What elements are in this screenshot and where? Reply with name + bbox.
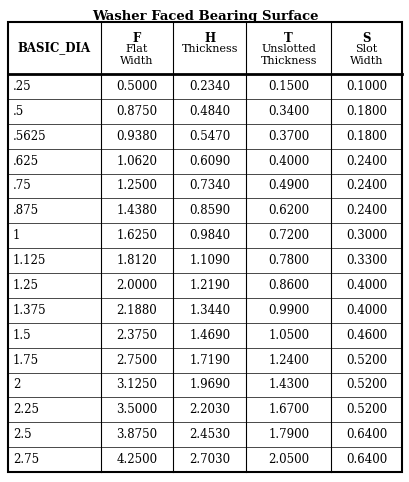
- Text: 0.5200: 0.5200: [345, 378, 386, 391]
- Text: 0.6090: 0.6090: [189, 155, 230, 168]
- Text: 0.3300: 0.3300: [345, 254, 386, 267]
- Text: 0.7800: 0.7800: [267, 254, 308, 267]
- Text: 0.3000: 0.3000: [345, 229, 386, 242]
- Text: .5625: .5625: [13, 130, 47, 143]
- Text: 1.2400: 1.2400: [267, 354, 308, 367]
- Text: 2.25: 2.25: [13, 403, 39, 416]
- Text: 0.2340: 0.2340: [189, 80, 230, 93]
- Text: 0.9840: 0.9840: [189, 229, 230, 242]
- Text: .625: .625: [13, 155, 39, 168]
- Text: 0.3400: 0.3400: [267, 105, 309, 118]
- Text: 1.4690: 1.4690: [189, 329, 230, 342]
- Text: 0.9900: 0.9900: [267, 304, 309, 317]
- Text: 0.4600: 0.4600: [345, 329, 386, 342]
- Text: 0.8590: 0.8590: [189, 204, 230, 217]
- Text: 0.2400: 0.2400: [345, 179, 386, 192]
- Text: .75: .75: [13, 179, 31, 192]
- Text: 0.6400: 0.6400: [345, 428, 386, 441]
- Text: .5: .5: [13, 105, 24, 118]
- Text: 1.2190: 1.2190: [189, 279, 230, 292]
- Text: 1.6250: 1.6250: [116, 229, 157, 242]
- Text: 0.7340: 0.7340: [189, 179, 230, 192]
- Text: 0.1000: 0.1000: [345, 80, 386, 93]
- Text: 0.4000: 0.4000: [345, 279, 386, 292]
- Text: 2.7030: 2.7030: [189, 453, 230, 466]
- Text: 0.1800: 0.1800: [345, 130, 386, 143]
- Text: 3.1250: 3.1250: [116, 378, 157, 391]
- Text: 0.4000: 0.4000: [267, 155, 309, 168]
- Text: 1.25: 1.25: [13, 279, 39, 292]
- Text: 0.4840: 0.4840: [189, 105, 230, 118]
- Text: 1.2500: 1.2500: [116, 179, 157, 192]
- Text: 0.9380: 0.9380: [116, 130, 157, 143]
- Text: .25: .25: [13, 80, 31, 93]
- Text: H: H: [204, 32, 215, 45]
- Text: 0.5470: 0.5470: [189, 130, 230, 143]
- Text: 2.75: 2.75: [13, 453, 39, 466]
- Text: 2.1880: 2.1880: [117, 304, 157, 317]
- Text: 2.4530: 2.4530: [189, 428, 230, 441]
- Text: .875: .875: [13, 204, 39, 217]
- Text: 1.4380: 1.4380: [116, 204, 157, 217]
- Text: 2: 2: [13, 378, 20, 391]
- Text: 0.1500: 0.1500: [267, 80, 308, 93]
- Text: 0.8600: 0.8600: [267, 279, 308, 292]
- Text: 3.5000: 3.5000: [116, 403, 157, 416]
- Text: 0.5200: 0.5200: [345, 354, 386, 367]
- Text: 2.0500: 2.0500: [267, 453, 308, 466]
- Text: 0.5000: 0.5000: [116, 80, 157, 93]
- Text: 0.4900: 0.4900: [267, 179, 309, 192]
- Text: 0.7200: 0.7200: [267, 229, 308, 242]
- Text: 1.9690: 1.9690: [189, 378, 230, 391]
- Text: 2.3750: 2.3750: [116, 329, 157, 342]
- Text: 0.3700: 0.3700: [267, 130, 309, 143]
- Text: Thickness: Thickness: [181, 44, 238, 54]
- Text: 1.4300: 1.4300: [267, 378, 308, 391]
- Text: 1.8120: 1.8120: [117, 254, 157, 267]
- Text: 0.8750: 0.8750: [116, 105, 157, 118]
- Text: 1.7900: 1.7900: [267, 428, 308, 441]
- Text: 3.8750: 3.8750: [116, 428, 157, 441]
- Text: 2.7500: 2.7500: [116, 354, 157, 367]
- Text: 2.5: 2.5: [13, 428, 31, 441]
- Text: 1.375: 1.375: [13, 304, 47, 317]
- Text: 0.4000: 0.4000: [345, 304, 386, 317]
- Text: 1.0500: 1.0500: [267, 329, 308, 342]
- Text: 1.0620: 1.0620: [116, 155, 157, 168]
- Text: 0.1800: 0.1800: [345, 105, 386, 118]
- Text: 1.125: 1.125: [13, 254, 46, 267]
- Text: 1: 1: [13, 229, 20, 242]
- Text: 1.75: 1.75: [13, 354, 39, 367]
- Text: Unslotted
Thickness: Unslotted Thickness: [260, 44, 316, 67]
- Text: 1.7190: 1.7190: [189, 354, 230, 367]
- Text: 2.2030: 2.2030: [189, 403, 230, 416]
- Text: 0.2400: 0.2400: [345, 155, 386, 168]
- Text: 1.3440: 1.3440: [189, 304, 230, 317]
- Text: Slot
Width: Slot Width: [349, 44, 382, 67]
- Text: Flat
Width: Flat Width: [120, 44, 153, 67]
- Text: BASIC_DIA: BASIC_DIA: [18, 41, 91, 54]
- Text: 1.6700: 1.6700: [267, 403, 308, 416]
- Text: F: F: [133, 32, 141, 45]
- Text: 1.1090: 1.1090: [189, 254, 230, 267]
- Text: 2.0000: 2.0000: [116, 279, 157, 292]
- Text: 0.5200: 0.5200: [345, 403, 386, 416]
- Text: S: S: [362, 32, 370, 45]
- Text: T: T: [284, 32, 292, 45]
- Text: 1.5: 1.5: [13, 329, 31, 342]
- Text: 0.6400: 0.6400: [345, 453, 386, 466]
- Text: 4.2500: 4.2500: [116, 453, 157, 466]
- Text: 0.2400: 0.2400: [345, 204, 386, 217]
- Text: Washer Faced Bearing Surface: Washer Faced Bearing Surface: [92, 10, 317, 23]
- Text: 0.6200: 0.6200: [267, 204, 308, 217]
